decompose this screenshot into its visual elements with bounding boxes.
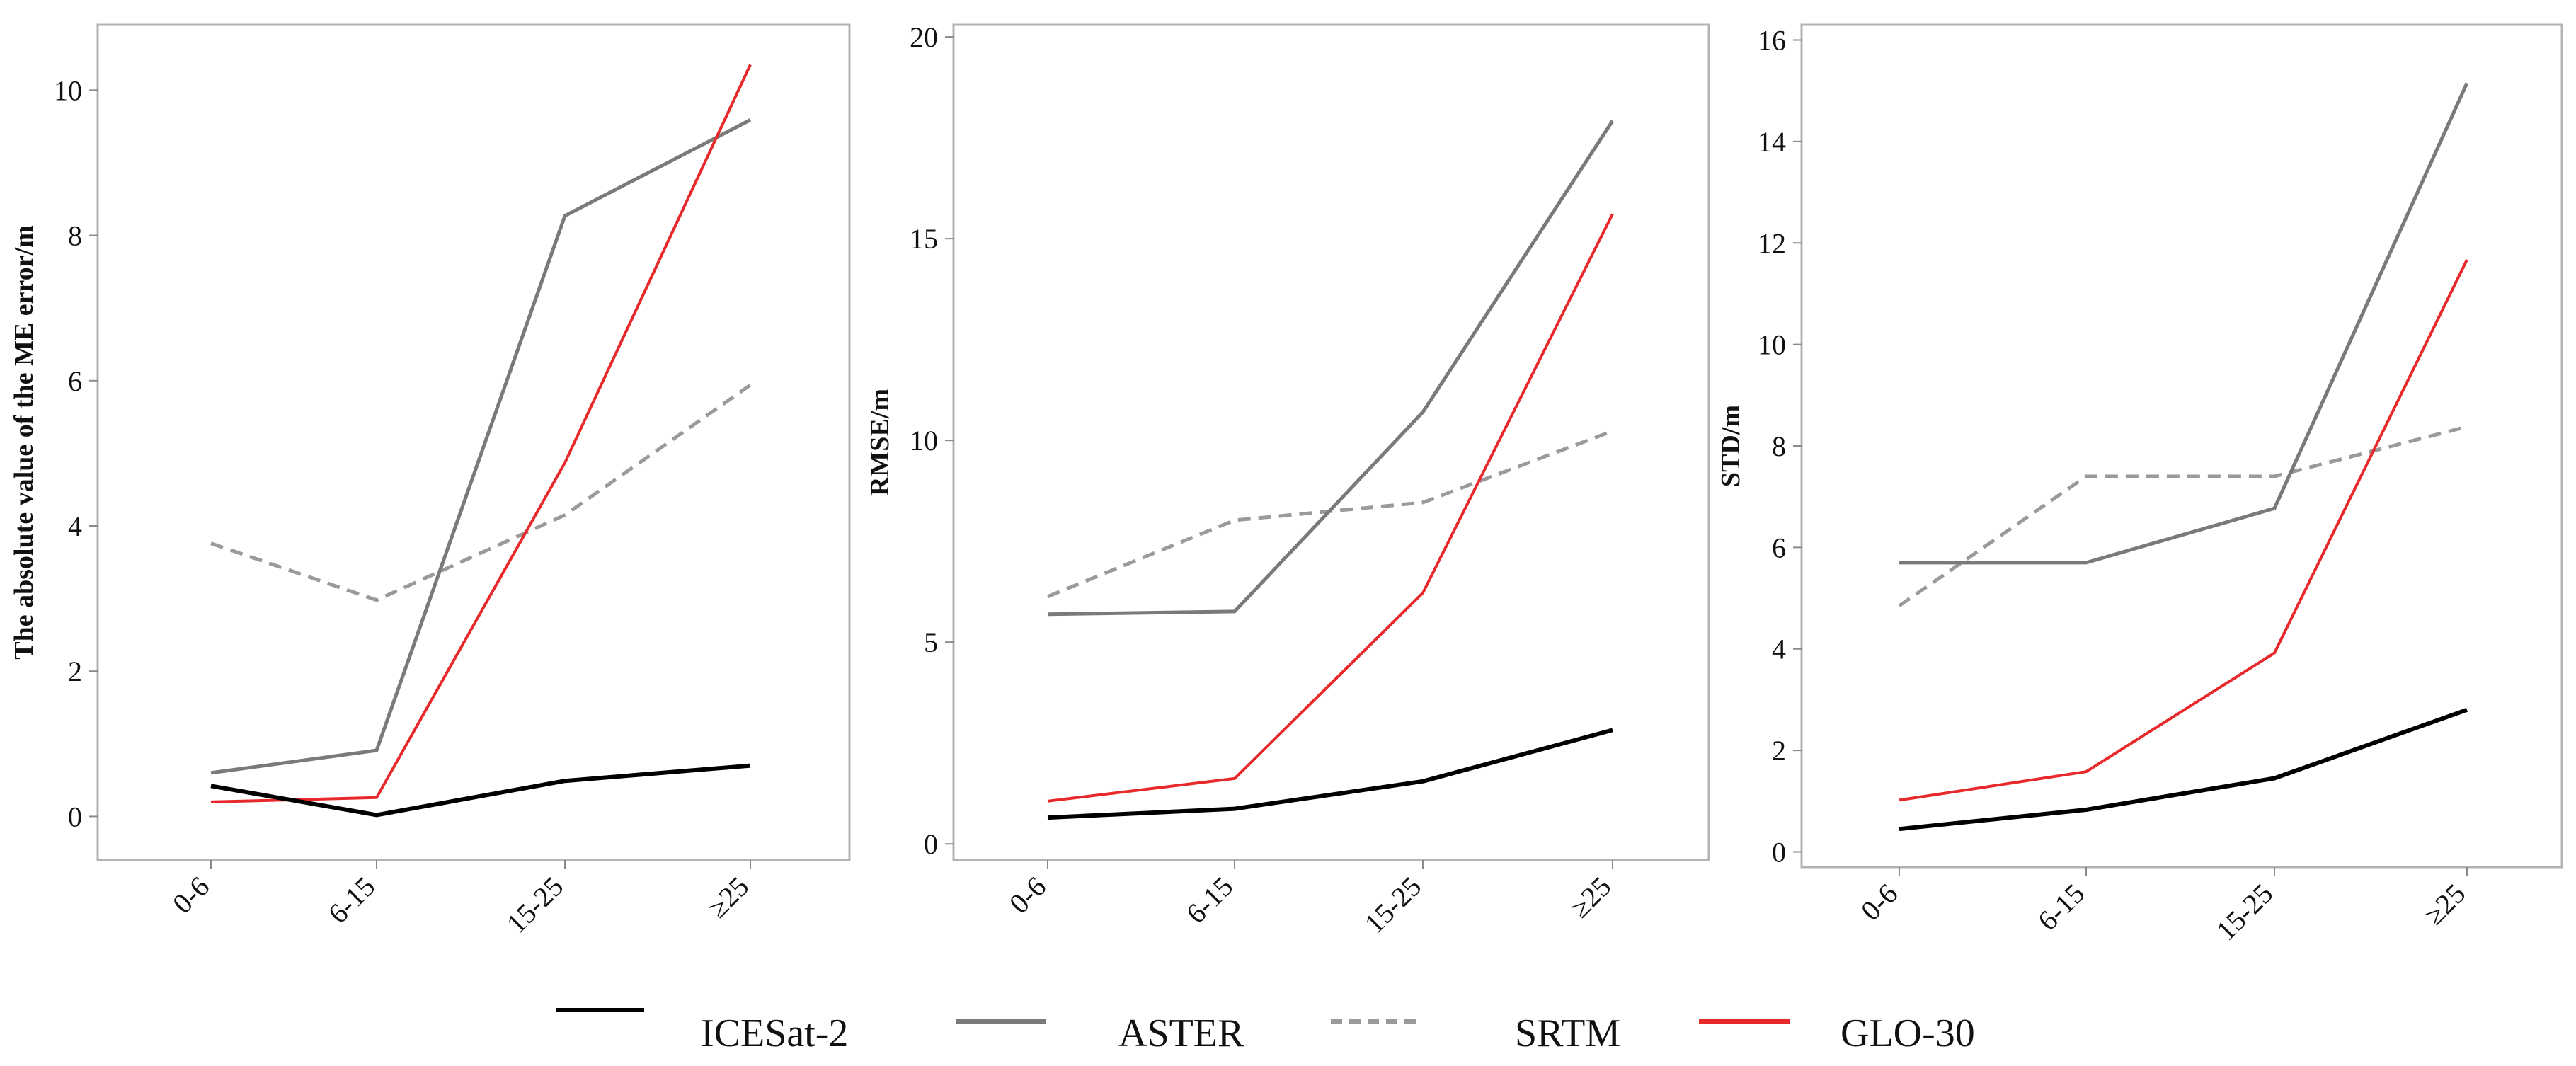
y-tick-label: 0 (1772, 836, 1786, 868)
series-line-srtm (1898, 425, 2468, 607)
y-tick-label: 10 (54, 74, 82, 106)
series-line-icesat-2 (210, 763, 751, 818)
y-tick-label: 2 (1772, 735, 1786, 767)
y-axis-label: The absolute value of the ME error/m (9, 225, 39, 660)
series-layer (1898, 82, 2469, 832)
legend-item-aster: ASTER (956, 1011, 1244, 1055)
y-axis-label: RMSE/m (865, 389, 895, 496)
y-tick-label: 10 (1758, 329, 1786, 361)
y-tick-label: 0 (924, 828, 938, 860)
y-axis-ticks: 0 2 4 6 8 10 12 14 16 (1758, 25, 1802, 868)
series-line-icesat-2 (1047, 728, 1613, 820)
y-tick-label: 14 (1758, 126, 1786, 158)
plot-frame (952, 23, 1710, 861)
legend-label-srtm: SRTM (1515, 1011, 1620, 1055)
series-layer (210, 64, 752, 818)
series-line-aster (210, 118, 752, 775)
y-tick-label: 15 (910, 223, 938, 255)
y-tick-label: 8 (1772, 430, 1786, 462)
y-tick-label: 20 (910, 21, 938, 53)
y-tick-label: 0 (68, 801, 82, 832)
y-tick-label: 2 (68, 655, 82, 687)
legend-label-glo30: GLO-30 (1841, 1011, 1975, 1055)
plot-frame (96, 23, 851, 861)
legend-label-aster: ASTER (1118, 1011, 1244, 1055)
y-tick-label: 4 (1772, 634, 1786, 665)
legend-item-srtm: SRTM (1331, 1011, 1620, 1055)
series-layer (1047, 120, 1615, 820)
y-axis-ticks: 0 5 10 15 20 (910, 21, 954, 860)
y-tick-label: 6 (1772, 532, 1786, 563)
y-tick-label: 5 (924, 626, 938, 658)
y-tick-label: 16 (1758, 25, 1786, 57)
y-tick-label: 10 (910, 425, 938, 457)
series-line-aster (1899, 82, 2469, 565)
y-tick-label: 6 (68, 365, 82, 397)
series-line-aster (1047, 120, 1615, 617)
legend-label-icesat2: ICESat-2 (701, 1011, 848, 1055)
series-line-srtm (210, 383, 752, 602)
series-line-glo-30 (1047, 213, 1614, 803)
y-axis-label: STD/m (1716, 405, 1746, 487)
legend-item-icesat2: ICESat-2 (556, 1008, 848, 1055)
series-line-icesat-2 (1899, 707, 2468, 832)
y-tick-label: 12 (1758, 227, 1786, 259)
y-tick-label: 8 (68, 220, 82, 252)
series-line-glo-30 (1899, 259, 2468, 802)
legend: ICESat-2 ASTER SRTM GLO-30 (556, 1008, 1975, 1055)
y-axis-ticks: 0 2 4 6 8 10 (54, 74, 98, 832)
legend-item-glo30: GLO-30 (1699, 1011, 1975, 1055)
y-tick-label: 4 (68, 510, 82, 542)
